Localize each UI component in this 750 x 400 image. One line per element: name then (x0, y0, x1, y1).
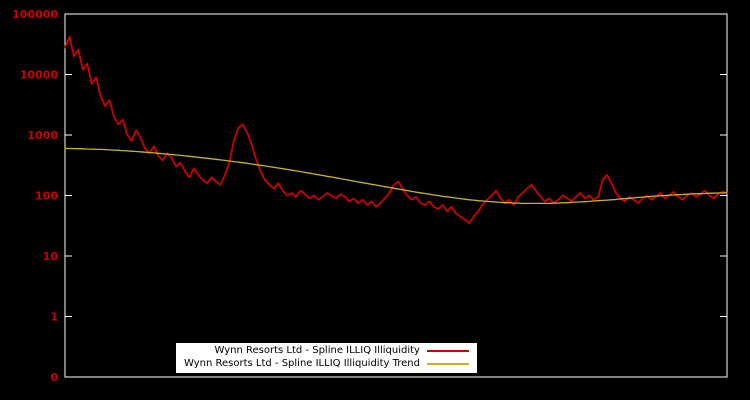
y-axis-tick-label: 1 (50, 311, 58, 324)
legend-line-sample-red (426, 350, 469, 352)
y-axis-tick-label: 1000 (27, 129, 58, 142)
legend-label-illiquidity: Wynn Resorts Ltd - Spline ILLIQ Illiquid… (214, 345, 420, 356)
legend-line-sample-trend (426, 363, 469, 365)
series-line-illiquidity (64, 35, 728, 225)
legend-entry-illiquidity: Wynn Resorts Ltd - Spline ILLIQ Illiquid… (184, 345, 469, 357)
y-axis-tick-label: 100 (35, 190, 58, 203)
legend: Wynn Resorts Ltd - Spline ILLIQ Illiquid… (176, 343, 477, 373)
y-axis-tick-label: 10000 (20, 69, 59, 82)
y-axis-tick-label: 10 (43, 250, 59, 263)
y-axis-tick-label: 100000 (12, 8, 58, 21)
series-line-trend (64, 147, 728, 205)
plot-border (64, 13, 728, 378)
legend-entry-trend: Wynn Resorts Ltd - Spline ILLIQ Illiquid… (184, 358, 469, 370)
legend-label-trend: Wynn Resorts Ltd - Spline ILLIQ Illiquid… (184, 358, 420, 369)
y-axis-tick-label: 0 (50, 371, 58, 384)
